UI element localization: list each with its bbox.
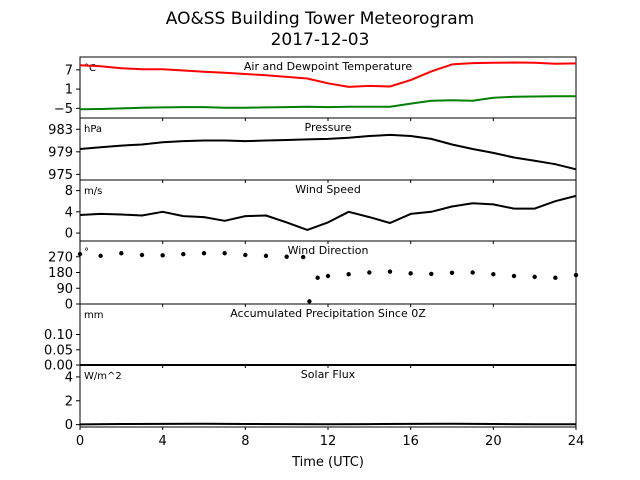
wind-direction-point (325, 273, 331, 279)
x-tick-label: 16 (402, 434, 419, 449)
y-tick-label: 979 (48, 145, 73, 160)
series-points (77, 251, 579, 304)
wind-direction-point (301, 254, 306, 260)
wind-direction-point (387, 269, 393, 274)
wind-direction-point (160, 253, 165, 258)
x-tick-label: 20 (485, 434, 502, 449)
series-line-0 (79, 422, 576, 426)
wind-direction-point (429, 271, 434, 277)
y-tick-label: 0 (65, 418, 73, 433)
wind-direction-point (119, 251, 124, 256)
y-tick-label: 0 (65, 298, 73, 313)
y-tick-label: 0.05 (44, 343, 73, 358)
y-tick-label: 0.10 (44, 328, 73, 343)
panel-solar: 0 2 4 W/m^2 Solar Flux (65, 364, 577, 433)
y-tick-label: 270 (48, 250, 73, 265)
series-line-0 (79, 194, 577, 231)
y-tick-label: 2 (65, 394, 73, 409)
unit-label: mm (84, 310, 103, 321)
x-tick-label: 0 (76, 434, 84, 449)
y-tick-label: 180 (48, 266, 73, 281)
unit-label: hPa (84, 124, 102, 135)
x-axis-label: Time (UTC) (291, 455, 364, 470)
wind-direction-point (408, 271, 413, 276)
y-tick-label: −5 (54, 102, 73, 117)
figure-title-line2: 2017-12-03 (271, 30, 370, 50)
series-line-1 (79, 95, 576, 111)
y-tick-label: 0.00 (44, 359, 73, 374)
panel-temperature: −5 1 7 °C Air and Dewpoint Temperature (54, 56, 577, 121)
series-line-0 (79, 61, 577, 88)
x-tick-label: 8 (241, 434, 249, 449)
x-tick-label: 24 (568, 434, 585, 449)
y-tick-label: 4 (65, 370, 73, 385)
wind-direction-point (532, 274, 537, 280)
y-tick-label: 90 (56, 282, 73, 297)
unit-label: W/m^2 (84, 371, 122, 382)
wind-direction-point (346, 272, 351, 277)
unit-label: ° (84, 247, 89, 258)
wind-direction-point (201, 251, 207, 256)
panel-title: Pressure (305, 121, 352, 134)
y-tick-label: 4 (65, 205, 73, 220)
panel-pressure: 975 979 983 hPa Pressure (48, 117, 577, 183)
wind-direction-point (222, 251, 227, 256)
y-tick-label: 0 (65, 227, 73, 242)
wind-direction-point (491, 272, 496, 277)
wind-direction-point (307, 299, 312, 304)
y-tick-label: 7 (65, 63, 73, 78)
unit-label: m/s (84, 186, 102, 197)
wind-direction-point (573, 272, 579, 278)
wind-direction-point (243, 252, 248, 258)
wind-direction-point (181, 251, 186, 257)
panel-title: Air and Dewpoint Temperature (244, 60, 412, 73)
wind-direction-point (315, 275, 320, 280)
y-tick-label: 1 (65, 83, 73, 98)
panel-precipitation: 0.000.050.10 mm Accumulated Precipitation … (44, 303, 577, 374)
wind-direction-point (139, 252, 145, 258)
wind-direction-point (367, 270, 372, 275)
panel-title: Accumulated Precipitation Since 0Z (230, 307, 426, 320)
y-tick-label: 975 (48, 168, 73, 183)
wind-direction-point (553, 275, 558, 280)
x-tick-label: 4 (159, 434, 167, 449)
x-tick-label: 12 (320, 434, 337, 449)
wind-direction-point (98, 253, 103, 259)
panel-title: Wind Direction (288, 244, 369, 257)
unit-label: °C (84, 63, 96, 74)
wind-direction-point (511, 273, 517, 279)
wind-direction-point (470, 270, 475, 275)
panel-title: Solar Flux (301, 368, 356, 381)
x-axis: 0 4 8 12 16 20 24 (76, 434, 584, 449)
figure-title-line1: AO&SS Building Tower Meteorogram (166, 9, 474, 29)
series-line-0 (79, 133, 577, 171)
wind-direction-point (77, 251, 83, 257)
wind-direction-point (284, 254, 289, 259)
wind-direction-point (263, 253, 269, 259)
panels-group: −5 1 7 °C Air and Dewpoint Temperature 975 979… (44, 56, 579, 433)
wind-direction-point (449, 270, 455, 276)
y-tick-label: 983 (48, 123, 73, 138)
panel-title: Wind Speed (295, 183, 361, 196)
y-tick-label: 8 (65, 184, 73, 199)
panel-wind_speed: 0 4 8 m/s Wind Speed (65, 179, 577, 244)
